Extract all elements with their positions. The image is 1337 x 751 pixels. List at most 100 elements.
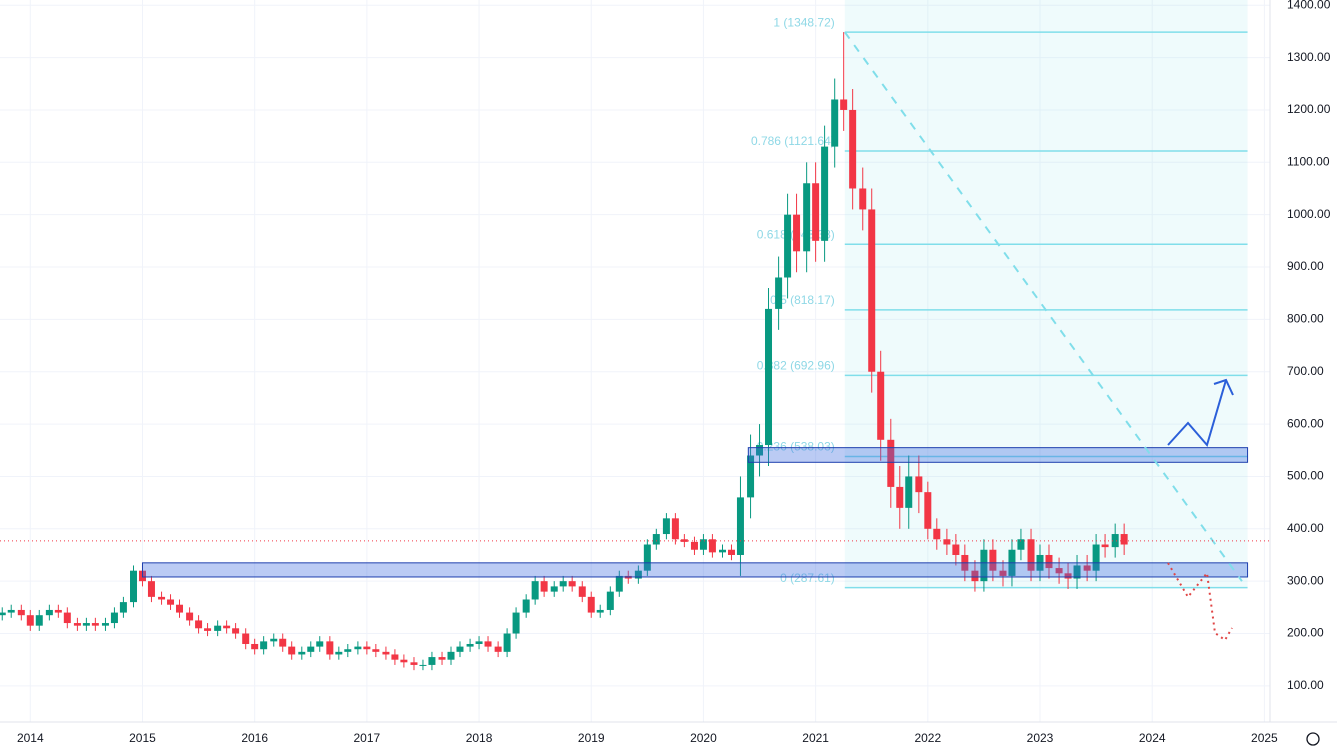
y-tick-label: 200.00 — [1287, 626, 1324, 640]
y-tick-label: 1300.00 — [1287, 50, 1331, 64]
candle-body — [167, 599, 175, 605]
projection-up — [1167, 379, 1227, 448]
candle-body — [466, 643, 474, 647]
y-tick-label: 1400.00 — [1287, 0, 1331, 11]
x-tick-label: 2023 — [1027, 731, 1054, 745]
candle-body — [933, 528, 941, 540]
candle-body — [195, 620, 203, 629]
candle-body — [512, 612, 520, 634]
candle-body — [887, 439, 895, 487]
candle-body — [522, 599, 530, 613]
y-tick-label: 800.00 — [1287, 312, 1324, 326]
fib-area — [844, 0, 1248, 588]
candle-body — [73, 623, 81, 626]
candle-body — [26, 615, 34, 626]
candle-body — [316, 641, 324, 647]
candle-body — [531, 581, 539, 600]
candle-body — [652, 534, 660, 545]
candle-body — [54, 609, 62, 613]
y-tick-label: 400.00 — [1287, 521, 1324, 535]
zone — [747, 447, 1249, 463]
settings-icon[interactable] — [1306, 732, 1320, 746]
candle-body — [17, 609, 25, 616]
candle-body — [391, 654, 399, 660]
candle-body — [503, 633, 511, 652]
fib-label: 0.382 (692.96) — [757, 359, 835, 373]
candle-body — [363, 646, 371, 650]
candle-body — [859, 188, 867, 210]
trend-line — [843, 31, 1243, 582]
candle-body — [204, 628, 212, 631]
candle-body — [382, 651, 390, 655]
candle-body — [736, 497, 744, 555]
candle-body — [775, 277, 783, 309]
candle-body — [428, 657, 436, 665]
candle-body — [7, 609, 15, 613]
candle-body — [45, 609, 53, 616]
candle-body — [288, 646, 296, 655]
fib-label: 0.786 (1121.64) — [751, 134, 835, 148]
candle-body — [793, 214, 801, 252]
candle-body — [999, 570, 1007, 576]
x-tick-label: 2020 — [690, 731, 717, 745]
candle-body — [821, 146, 829, 241]
candle-body — [943, 539, 951, 545]
candle-body — [1101, 544, 1109, 548]
candle-body — [242, 633, 250, 644]
candle-body — [232, 628, 240, 634]
candle-body — [1064, 573, 1072, 579]
x-tick-label: 2016 — [241, 731, 268, 745]
candle-body — [270, 638, 278, 642]
candle-body — [643, 544, 651, 571]
y-tick-label: 100.00 — [1287, 678, 1324, 692]
candle-body — [35, 615, 43, 626]
candle-body — [708, 539, 716, 553]
candle-body — [559, 581, 567, 587]
fib-label: 0.5 (818.17) — [770, 293, 835, 307]
candle-body — [1017, 539, 1025, 550]
candle-body — [214, 625, 222, 631]
candle-body — [578, 586, 586, 597]
candle-body — [765, 308, 773, 446]
candle-body — [447, 651, 455, 660]
candle-body — [1092, 544, 1100, 571]
candle-body — [494, 646, 502, 652]
zone — [141, 562, 1249, 578]
candle-body — [634, 570, 642, 579]
candle-body — [186, 612, 194, 621]
y-tick-label: 700.00 — [1287, 364, 1324, 378]
candle-body — [0, 612, 6, 616]
y-tick-label: 500.00 — [1287, 469, 1324, 483]
candle-body — [727, 549, 735, 555]
candle-body — [877, 371, 885, 440]
candle-body — [475, 641, 483, 644]
x-tick-label: 2015 — [129, 731, 156, 745]
candle-body — [484, 641, 492, 647]
candle-body — [587, 596, 595, 613]
candle-body — [671, 518, 679, 540]
candle-body — [615, 575, 623, 592]
candle-body — [335, 651, 343, 655]
fib-label: 0.236 (538.03) — [757, 440, 835, 454]
candle-body — [260, 641, 268, 650]
fib-label: 0 (287.61) — [780, 571, 835, 585]
candle-body — [896, 486, 904, 508]
candle-body — [110, 612, 118, 624]
candle-body — [176, 604, 184, 613]
candle-body — [719, 549, 727, 553]
x-tick-label: 2024 — [1139, 731, 1166, 745]
x-tick-label: 2025 — [1251, 731, 1278, 745]
candle-body — [662, 518, 670, 535]
overlay — [0, 31, 1270, 582]
candle-body — [905, 476, 913, 508]
candle-body — [400, 659, 408, 663]
candle-body — [82, 623, 90, 626]
projection-down — [1167, 562, 1233, 642]
x-tick-label: 2019 — [578, 731, 605, 745]
candle-body — [596, 609, 604, 613]
candle-body — [410, 662, 418, 665]
candle-body — [101, 623, 109, 626]
candle-body — [840, 99, 848, 110]
candle-body — [550, 586, 558, 592]
candle-body — [1083, 565, 1091, 571]
